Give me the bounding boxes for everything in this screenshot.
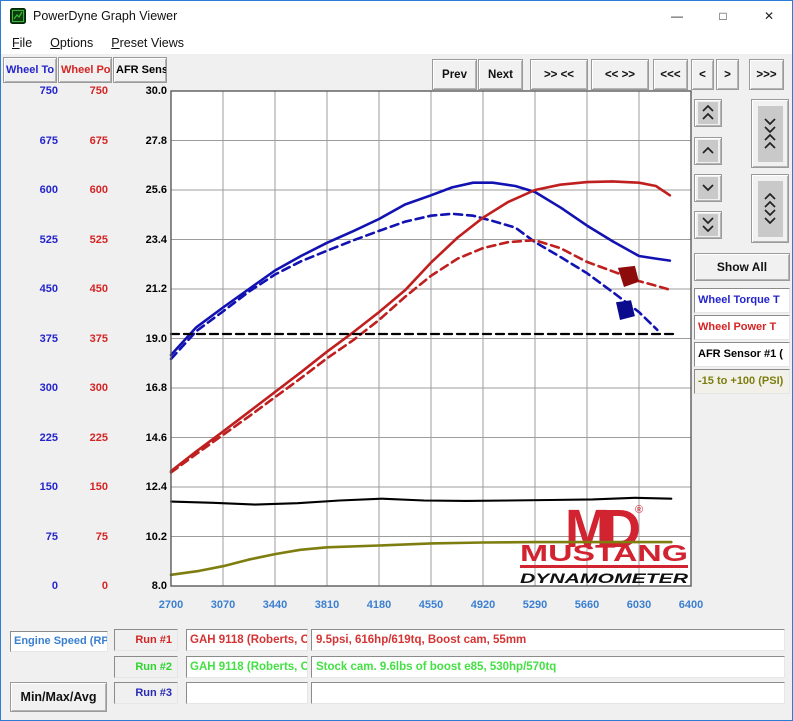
rpm-axis-tick: 2700 <box>151 598 191 612</box>
run-label-2: Run #2 <box>114 656 178 678</box>
close-button[interactable]: ✕ <box>746 1 792 31</box>
run-label-1: Run #1 <box>114 629 178 651</box>
torque-axis-tick: 150 <box>18 480 58 494</box>
power-axis-tick: 0 <box>68 579 108 593</box>
menu-item-preset-views[interactable]: Preset Views <box>102 32 193 54</box>
power-axis-tick: 300 <box>68 381 108 395</box>
rpm-axis-tick: 4180 <box>359 598 399 612</box>
rpm-axis-tick: 6400 <box>671 598 711 612</box>
chevron-down <box>698 177 718 199</box>
rpm-axis-tick: 3810 <box>307 598 347 612</box>
chevron-double-down <box>698 214 718 236</box>
chevron-double-up <box>698 102 718 124</box>
nav-button-pan-left-fast[interactable]: <<< <box>653 59 688 90</box>
afr-axis-tick: 25.6 <box>127 183 167 197</box>
afr-axis-tick: 12.4 <box>127 480 167 494</box>
torque-axis-tick: 225 <box>18 431 58 445</box>
dyno-graph[interactable]: MD®MUSTANGDYNAMOMETER <box>169 89 693 590</box>
power-axis-tick: 150 <box>68 480 108 494</box>
power-axis-tick: 600 <box>68 183 108 197</box>
powerdyne-window: PowerDyne Graph Viewer — □ ✕ FileOptions… <box>0 0 793 721</box>
run-note-field-3[interactable] <box>311 682 785 704</box>
afr-axis-tick: 27.8 <box>127 134 167 148</box>
maximize-button[interactable]: □ <box>700 1 746 31</box>
rpm-axis-tick: 6030 <box>619 598 659 612</box>
rpm-axis-tick: 5290 <box>515 598 555 612</box>
power-axis-tick: 375 <box>68 332 108 346</box>
scale-down-button[interactable] <box>694 174 722 202</box>
chevron-up <box>698 140 718 162</box>
app-icon <box>10 8 26 24</box>
power-axis-tick: 75 <box>68 530 108 544</box>
nav-button-expand-horizontal[interactable]: << >> <box>591 59 649 90</box>
torque-axis-tick: 525 <box>18 233 58 247</box>
afr-axis-tick: 16.8 <box>127 381 167 395</box>
rpm-axis-tick: 3070 <box>203 598 243 612</box>
menu-bar: FileOptionsPreset Views <box>1 31 792 54</box>
chevrons-diverge <box>758 181 783 237</box>
show-all-button[interactable]: Show All <box>694 253 790 281</box>
nav-button-prev[interactable]: Prev <box>432 59 477 90</box>
torque-axis-tick: 375 <box>18 332 58 346</box>
channel-tab-afr-sens[interactable]: AFR Sens <box>113 57 167 83</box>
svg-text:DYNAMOMETER: DYNAMOMETER <box>520 571 688 586</box>
run-vehicle-field-3[interactable] <box>186 682 308 704</box>
torque-axis-tick: 675 <box>18 134 58 148</box>
afr-axis-tick: 14.6 <box>127 431 167 445</box>
expand-vertical-button[interactable] <box>751 174 789 243</box>
min-max-avg-button[interactable]: Min/Max/Avg <box>10 682 107 712</box>
menu-item-file[interactable]: File <box>3 32 41 54</box>
scale-up-button[interactable] <box>694 137 722 165</box>
compress-vertical-button[interactable] <box>751 99 789 168</box>
channel-legend-3[interactable]: AFR Sensor #1 ( <box>694 342 790 367</box>
torque-axis-tick: 300 <box>18 381 58 395</box>
nav-button-pan-left[interactable]: < <box>691 59 714 90</box>
svg-text:®: ® <box>635 504 643 516</box>
run-vehicle-field-1[interactable]: GAH 9118 (Roberts, C <box>186 629 308 651</box>
nav-button-compress-horizontal[interactable]: >> << <box>530 59 588 90</box>
channel-legend-4[interactable]: -15 to +100 (PSI) <box>694 369 790 394</box>
power-axis-tick: 525 <box>68 233 108 247</box>
svg-text:MUSTANG: MUSTANG <box>520 540 688 566</box>
x-channel-field[interactable]: Engine Speed (RP <box>10 631 108 652</box>
power-axis-tick: 675 <box>68 134 108 148</box>
run-vehicle-field-2[interactable]: GAH 9118 (Roberts, C <box>186 656 308 678</box>
channel-legend-1[interactable]: Wheel Torque T <box>694 288 790 313</box>
rpm-axis-tick: 5660 <box>567 598 607 612</box>
rpm-axis-tick: 4920 <box>463 598 503 612</box>
window-title: PowerDyne Graph Viewer <box>33 9 177 23</box>
run-note-field-2[interactable]: Stock cam. 9.6lbs of boost e85, 530hp/57… <box>311 656 785 678</box>
power-axis-tick: 450 <box>68 282 108 296</box>
torque-axis-tick: 0 <box>18 579 58 593</box>
scale-up-fast-button[interactable] <box>694 99 722 127</box>
rpm-axis-tick: 3440 <box>255 598 295 612</box>
channel-tab-wheel-to[interactable]: Wheel To <box>3 57 57 83</box>
nav-button-next[interactable]: Next <box>478 59 523 90</box>
scale-down-fast-button[interactable] <box>694 211 722 239</box>
minimize-button[interactable]: — <box>654 1 700 31</box>
afr-axis-tick: 19.0 <box>127 332 167 346</box>
power-axis-tick: 750 <box>68 84 108 98</box>
run-note-field-1[interactable]: 9.5psi, 616hp/619tq, Boost cam, 55mm <box>311 629 785 651</box>
torque-axis-tick: 600 <box>18 183 58 197</box>
torque-axis-tick: 75 <box>18 530 58 544</box>
menu-item-options[interactable]: Options <box>41 32 102 54</box>
title-bar: PowerDyne Graph Viewer — □ ✕ <box>1 1 792 31</box>
power-axis-tick: 225 <box>68 431 108 445</box>
torque-axis-tick: 450 <box>18 282 58 296</box>
afr-axis-tick: 8.0 <box>127 579 167 593</box>
afr-axis-tick: 30.0 <box>127 84 167 98</box>
run-label-3: Run #3 <box>114 682 178 704</box>
afr-axis-tick: 21.2 <box>127 282 167 296</box>
afr-axis-tick: 10.2 <box>127 530 167 544</box>
nav-button-pan-right-fast[interactable]: >>> <box>749 59 784 90</box>
channel-legend-2[interactable]: Wheel Power T <box>694 315 790 340</box>
chevrons-converge <box>758 106 783 162</box>
torque-axis-tick: 750 <box>18 84 58 98</box>
channel-tab-wheel-po[interactable]: Wheel Po <box>58 57 112 83</box>
nav-button-pan-right[interactable]: > <box>716 59 739 90</box>
afr-axis-tick: 23.4 <box>127 233 167 247</box>
rpm-axis-tick: 4550 <box>411 598 451 612</box>
